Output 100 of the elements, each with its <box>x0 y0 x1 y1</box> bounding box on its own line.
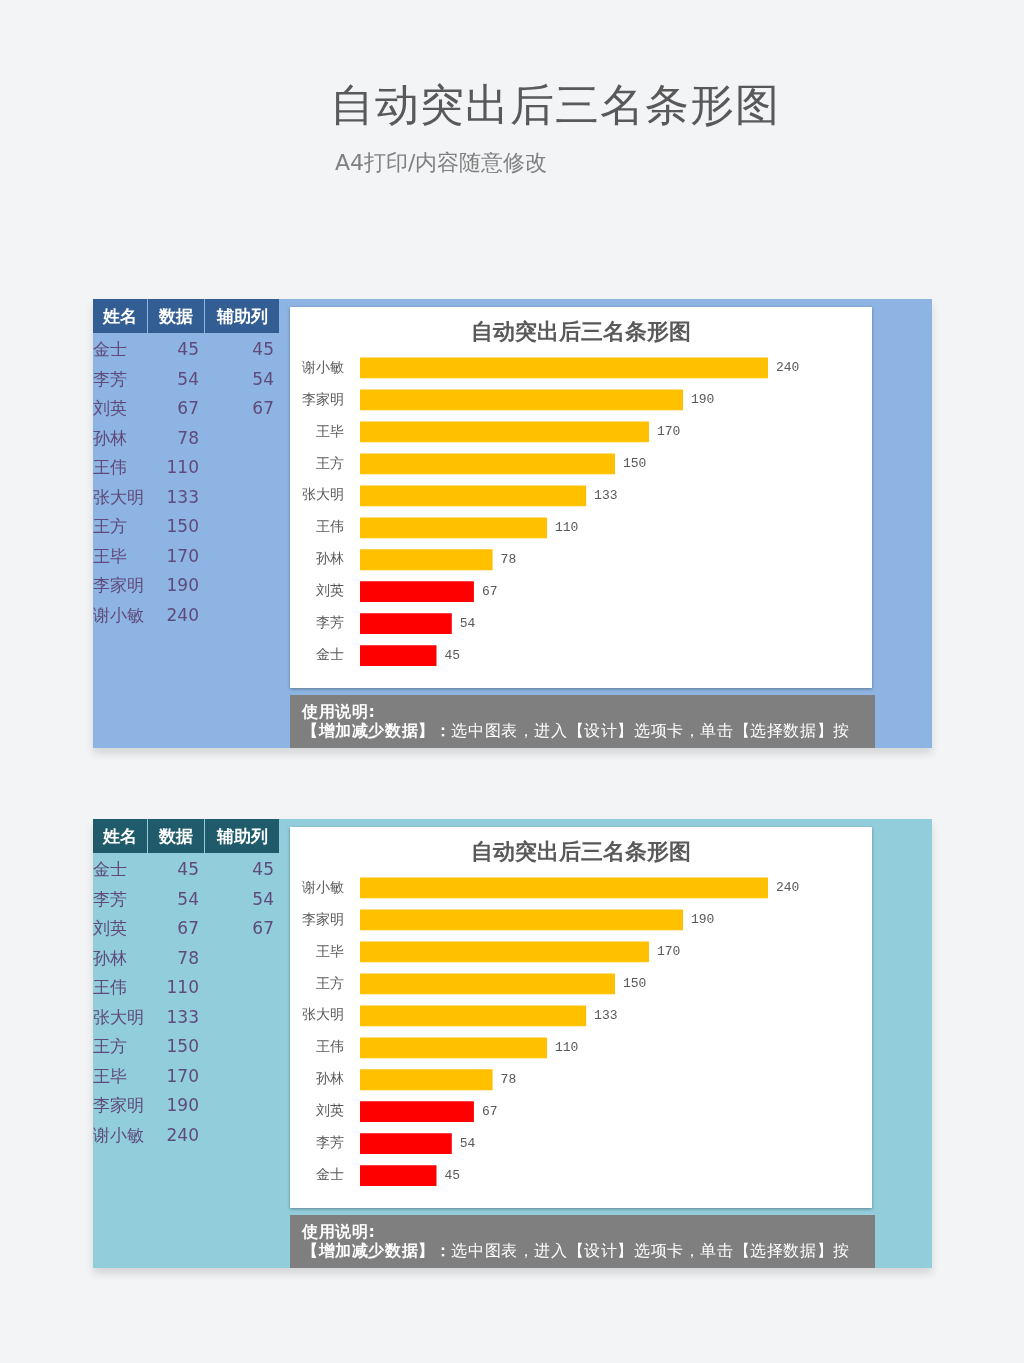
y-tick-label: 王毕 <box>93 544 128 568</box>
y-tick-label: 刘英 <box>93 917 128 940</box>
data-label: 110 <box>555 520 579 536</box>
data-label: 67 <box>148 914 204 942</box>
data-label: 190 <box>148 571 204 599</box>
y-tick-label: 张大明 <box>302 1006 344 1023</box>
y-tick-label: 王方 <box>93 515 128 538</box>
bar <box>360 877 768 899</box>
y-tick-label: 谢小敏 <box>93 603 145 627</box>
y-tick-label: 李家明 <box>302 390 344 407</box>
y-tick-label: 李家明 <box>93 574 145 597</box>
bar <box>360 973 615 995</box>
bar <box>360 485 587 507</box>
bar <box>360 357 768 379</box>
y-tick-label: 谢小敏 <box>302 358 344 375</box>
y-tick-label: 孙林 <box>93 426 128 450</box>
text: 自动突出后三名条形图 <box>330 78 780 132</box>
data-label: 133 <box>148 1002 204 1030</box>
data-label: 54 <box>205 364 279 392</box>
y-tick-label: 金士 <box>316 1166 344 1183</box>
y-tick-label: 王伟 <box>93 976 128 999</box>
y-tick-label: 李芳 <box>316 1134 344 1151</box>
bar <box>360 909 683 931</box>
data-label: 240 <box>148 600 204 628</box>
y-tick-label: 张大明 <box>93 485 145 509</box>
data-label: 45 <box>205 855 279 883</box>
data-label: 78 <box>148 943 204 971</box>
data-label: 45 <box>444 1168 461 1184</box>
x-tick-label: 辅助列 <box>205 299 279 333</box>
bar <box>360 645 437 667</box>
data-label: 54 <box>459 1136 476 1152</box>
y-tick-label: 李芳 <box>93 887 128 911</box>
bar <box>360 1133 452 1155</box>
data-label: 240 <box>148 1120 204 1148</box>
data-label: 170 <box>148 1061 204 1089</box>
bar <box>360 517 547 539</box>
y-tick-label: 王方 <box>316 454 344 471</box>
data-label: 170 <box>148 541 204 569</box>
data-label: 133 <box>594 488 618 504</box>
y-tick-label: 孙林 <box>316 1070 344 1087</box>
y-tick-label: 孙林 <box>316 550 344 567</box>
data-label: 133 <box>594 1008 618 1024</box>
y-tick-label: 王方 <box>93 1035 128 1058</box>
data-label: 190 <box>691 912 715 928</box>
data-label: 54 <box>148 884 204 912</box>
y-tick-label: 刘英 <box>316 1102 344 1119</box>
bar <box>360 453 615 475</box>
data-label: 45 <box>148 855 204 883</box>
data-label: 240 <box>776 880 800 896</box>
data-label: 190 <box>148 1091 204 1119</box>
bar <box>360 389 683 411</box>
data-label: 54 <box>205 884 279 912</box>
data-label: 45 <box>148 335 204 363</box>
data-label: 78 <box>148 423 204 451</box>
data-label: 150 <box>148 1032 204 1060</box>
y-tick-label: 李芳 <box>316 614 344 631</box>
y-tick-label: 金士 <box>93 858 128 881</box>
y-tick-label: 李家明 <box>93 1094 145 1117</box>
bar <box>360 1037 547 1059</box>
data-label: 170 <box>657 424 681 440</box>
data-label: 67 <box>205 394 279 422</box>
data-label: 150 <box>623 976 647 992</box>
chart-title: 自动突出后三名条形图 <box>471 318 691 344</box>
data-label: 67 <box>148 394 204 422</box>
data-label: 45 <box>444 648 461 664</box>
bar <box>360 1005 587 1027</box>
bar <box>360 549 493 571</box>
y-tick-label: 李芳 <box>93 367 128 391</box>
y-axis-title: 姓名 <box>93 299 147 333</box>
text: 使用说明: <box>302 1222 376 1241</box>
data-label: 190 <box>691 392 715 408</box>
data-label: 170 <box>657 944 681 960</box>
data-label: 67 <box>205 914 279 942</box>
data-label: 67 <box>481 1104 498 1120</box>
bar <box>360 1069 493 1091</box>
bar <box>360 1101 474 1123</box>
data-label: 78 <box>500 552 517 568</box>
y-tick-label: 王毕 <box>316 422 344 439</box>
data-label: 54 <box>148 364 204 392</box>
x-tick-label: 数据 <box>148 299 204 333</box>
x-tick-label: 数据 <box>148 819 204 853</box>
text: 【增加减少数据】： <box>302 721 452 740</box>
data-label: 150 <box>623 456 647 472</box>
bar <box>360 581 474 603</box>
data-label: 110 <box>148 973 204 1001</box>
y-tick-label: 金士 <box>316 646 344 663</box>
y-tick-label: 谢小敏 <box>302 878 344 895</box>
x-tick-label: 辅助列 <box>205 819 279 853</box>
y-tick-label: 张大明 <box>93 1005 145 1029</box>
y-tick-label: 王伟 <box>316 518 344 535</box>
data-label: 110 <box>148 453 204 481</box>
data-label: 150 <box>148 512 204 540</box>
y-tick-label: 刘英 <box>93 397 128 420</box>
y-tick-label: 王伟 <box>93 456 128 479</box>
y-tick-label: 孙林 <box>93 946 128 970</box>
data-label: 78 <box>500 1072 517 1088</box>
text: 选中图表，进入【设计】选项卡，单击【选择数据】按 <box>451 1241 850 1260</box>
bar <box>360 421 649 443</box>
data-label: 54 <box>459 616 476 632</box>
y-tick-label: 王毕 <box>316 942 344 959</box>
